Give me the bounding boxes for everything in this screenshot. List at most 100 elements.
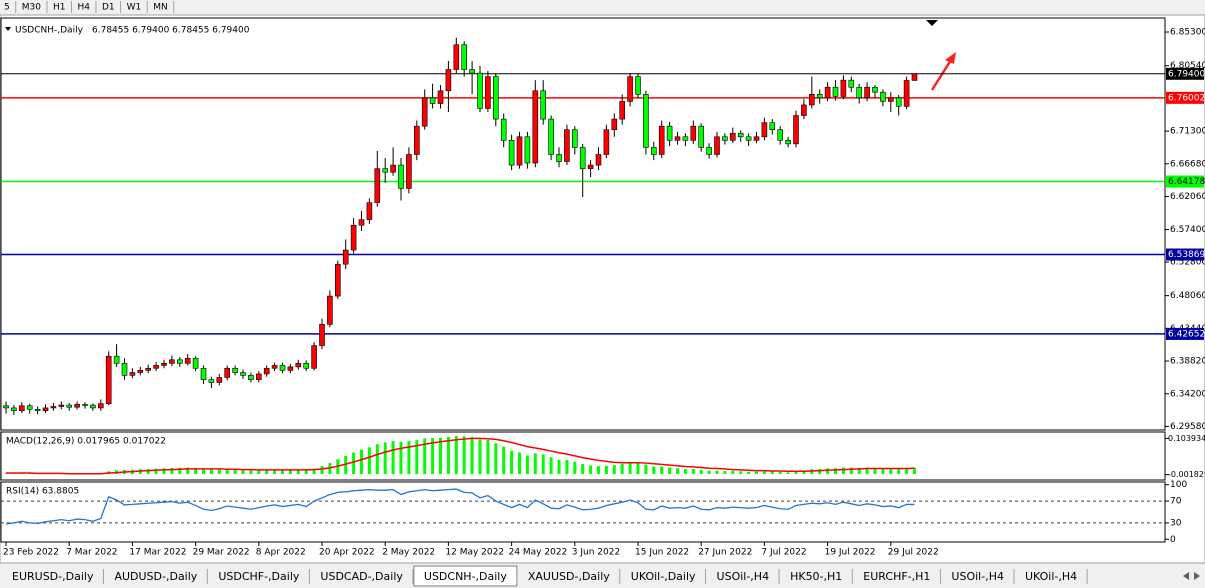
symbol-tab[interactable]: XAUUSD-,Daily — [517, 566, 621, 586]
macd-bar — [652, 466, 656, 475]
candle-body — [105, 355, 112, 404]
x-tick-label: 2 May 2022 — [382, 548, 435, 558]
macd-bar — [265, 470, 269, 475]
x-tick-label: 27 Jun 2022 — [698, 548, 752, 558]
chart-ohlc: 6.78455 6.79400 6.78455 6.79400 — [92, 26, 250, 36]
x-tick-label: 7 Jul 2022 — [761, 548, 806, 558]
symbol-tab[interactable]: EURCHF-,H1 — [853, 566, 941, 586]
scroll-right[interactable] — [1194, 572, 1200, 580]
rsi-panel — [0, 481, 1166, 543]
symbol-tab[interactable]: USOil-,H4 — [706, 566, 780, 586]
macd-bar — [502, 446, 506, 475]
x-tick-label: 23 Feb 2022 — [3, 548, 59, 558]
candle-body — [255, 373, 262, 380]
price-label: 6.79400 — [1168, 69, 1205, 79]
timeframe-button[interactable]: H4 — [77, 1, 97, 13]
timeframe-button[interactable]: 5 — [4, 1, 17, 13]
tab-label: UKOil-,H4 — [1025, 570, 1077, 583]
candle-body — [311, 345, 317, 369]
rsi-line — [5, 488, 915, 525]
candle-body — [666, 125, 673, 141]
candle-body — [674, 136, 681, 141]
macd-bar — [691, 468, 695, 475]
candle-body — [98, 403, 104, 409]
symbol-tab[interactable]: AUDUSD-,Daily — [104, 566, 208, 586]
macd-bar — [628, 462, 632, 475]
timeframe-button[interactable]: H1 — [53, 1, 72, 13]
symbol-tab[interactable]: HK50-,H1 — [780, 566, 853, 586]
dropdown-icon — [5, 27, 11, 31]
y-tick-label: 0 — [1170, 535, 1176, 545]
tab-background — [104, 566, 208, 586]
candle-body — [390, 164, 396, 173]
candle-body — [769, 122, 776, 131]
candle-body — [753, 136, 760, 141]
symbol-tab[interactable]: USDCNH-,Daily — [413, 565, 518, 587]
symbol-tab[interactable]: USDCAD-,Daily — [310, 566, 414, 586]
tab-label: USDCAD-,Daily — [320, 570, 403, 583]
candle-body — [793, 115, 799, 145]
x-tick-label: 17 Mar 2022 — [129, 548, 186, 558]
timeframe-button[interactable]: M30 — [22, 1, 48, 13]
y-tick-label: 6.57400 — [1170, 225, 1205, 235]
candle-body — [413, 125, 420, 155]
macd-bar — [573, 461, 577, 475]
price-label-box — [1166, 91, 1204, 104]
macd-bar — [873, 467, 877, 475]
candle-body — [453, 44, 460, 70]
macd-bar — [905, 468, 909, 475]
macd-bar — [707, 470, 711, 475]
macd-bar — [146, 468, 150, 475]
price-label: 6.76002 — [1168, 93, 1205, 103]
y-tick-label: 6.29580 — [1170, 422, 1205, 432]
candle-body — [516, 136, 523, 166]
candle-body — [737, 132, 744, 138]
candle-body — [524, 136, 531, 164]
candle-body — [319, 324, 325, 346]
macd-bar — [533, 453, 537, 475]
macd-bar — [518, 452, 521, 475]
candle-body — [121, 363, 128, 376]
candle-body — [366, 202, 373, 220]
timeframe-button[interactable]: W1 — [127, 1, 148, 13]
price-label-box — [1166, 175, 1204, 188]
symbol-tab[interactable]: USOil-,H4 — [941, 566, 1015, 586]
candle-body — [34, 409, 41, 412]
macd-bar — [241, 470, 245, 475]
macd-title: MACD(12,26,9) 0.017965 0.017022 — [6, 437, 166, 447]
candle-body — [421, 97, 428, 127]
candle-body — [880, 91, 886, 102]
x-tick-label: 20 Apr 2022 — [319, 548, 375, 558]
price-label-box — [1166, 327, 1204, 340]
scroll-left[interactable] — [1183, 572, 1189, 580]
macd-bar — [683, 468, 687, 475]
symbol-tab[interactable]: EURUSD-,Daily — [2, 566, 104, 586]
y-tick-label: -0.001829 — [1168, 470, 1205, 479]
candle-body — [864, 86, 870, 99]
timeframe-button[interactable]: MN — [153, 1, 175, 13]
symbol-tab[interactable]: UKOil-,Daily — [620, 566, 707, 586]
tab-label: AUDUSD-,Daily — [114, 570, 197, 583]
y-tick-label: 6.62060 — [1170, 192, 1205, 202]
candle-body — [611, 118, 618, 131]
candle-body — [548, 118, 554, 155]
tab-label: HK50-,H1 — [790, 570, 842, 583]
candle-body — [840, 79, 847, 97]
timeframe-button[interactable]: D1 — [102, 1, 122, 13]
macd-bar — [217, 469, 221, 475]
symbol-tab[interactable]: UKOil-,H4 — [1014, 566, 1088, 586]
tab-background — [2, 566, 104, 586]
macd-signal — [6, 437, 915, 475]
macd-bar — [494, 443, 498, 475]
macd-bar — [170, 467, 174, 475]
candle-body — [714, 136, 720, 155]
symbol-tab[interactable]: USDCHF-,Daily — [208, 566, 310, 586]
macd-bar — [352, 452, 356, 475]
candle-body — [137, 370, 144, 373]
y-tick-label: 6.66680 — [1170, 159, 1205, 169]
candle-body — [856, 86, 863, 99]
tab-background — [208, 566, 310, 586]
macd-bar — [857, 467, 861, 475]
chart-window — [0, 14, 1205, 564]
candle-body — [722, 136, 728, 141]
